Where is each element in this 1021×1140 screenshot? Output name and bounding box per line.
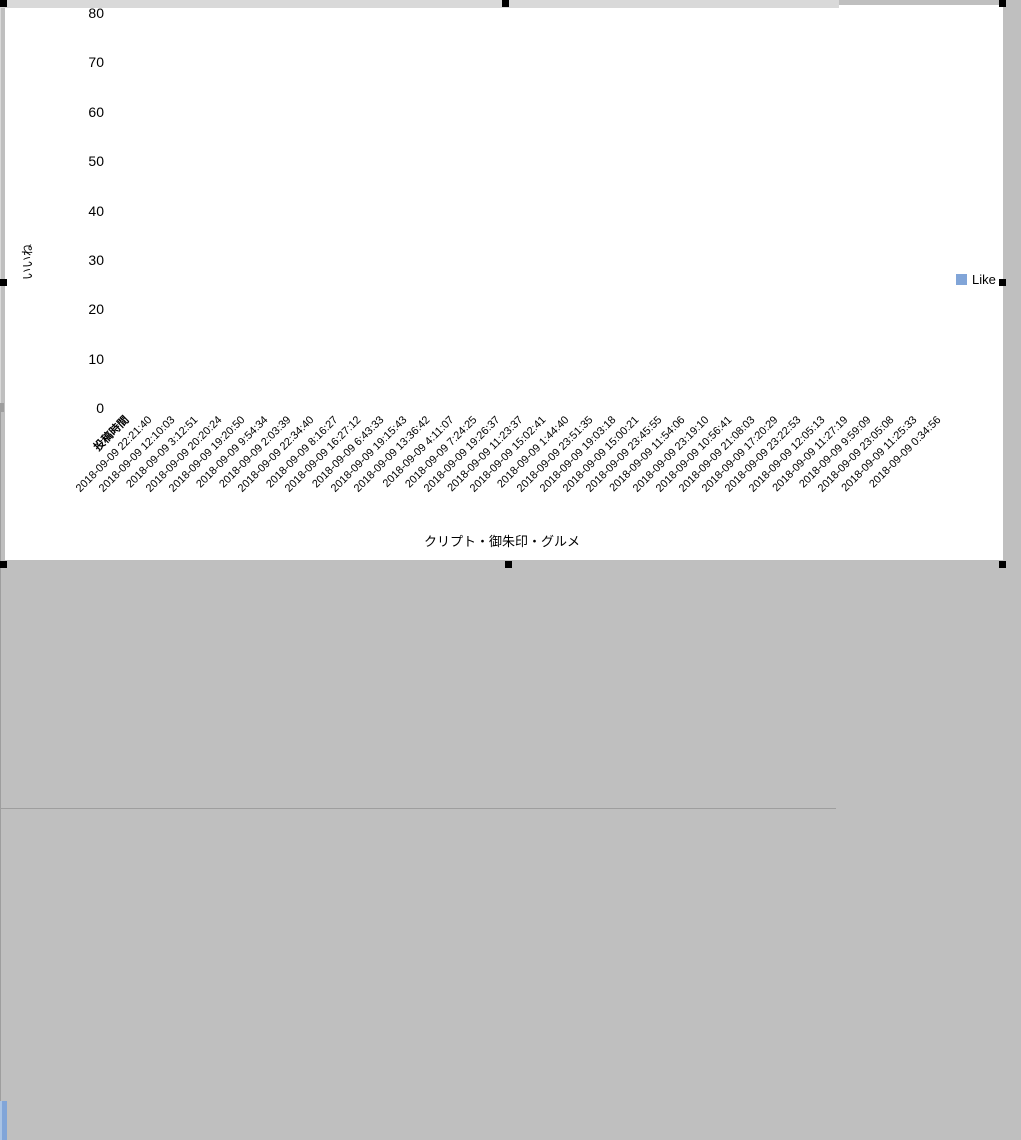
legend-label: Like [972,272,996,287]
y-axis-tick-label: 70 [88,54,104,71]
gridline [0,4,839,5]
y-tick-mark [0,407,4,408]
bar[interactable] [0,1101,7,1140]
y-axis-tick-label: 40 [88,202,104,219]
y-axis-tick-label: 10 [88,350,104,367]
y-axis-tick-label: 50 [88,153,104,170]
y-axis-tick-label: 30 [88,251,104,268]
selection-handle-middle-left[interactable] [0,279,7,286]
legend[interactable]: Like [956,272,996,287]
gridline [0,5,839,6]
gridline [0,1,839,2]
y-axis-tick-label: 20 [88,301,104,318]
y-tick-mark [0,403,4,404]
y-tick-mark [0,409,4,410]
selection-handle-top-left[interactable] [0,0,7,7]
chart-area[interactable] [5,5,1003,560]
gridline [0,3,839,4]
selection-handle-top-right[interactable] [999,0,1006,7]
selection-handle-bottom-right[interactable] [999,561,1006,568]
y-tick-mark [0,410,4,411]
y-axis-line [0,412,1,808]
y-axis-tick-label: 0 [96,400,104,416]
y-axis-tick-label: 80 [88,5,104,21]
selection-handle-top-middle[interactable] [502,0,509,7]
gridline [0,6,839,7]
gridline [0,2,839,3]
gridline [0,0,839,1]
gridline [0,7,839,8]
y-axis-title: いいね [20,243,35,281]
y-tick-mark [0,406,4,407]
y-tick-mark [0,405,4,406]
selection-handle-bottom-left[interactable] [0,561,7,568]
legend-swatch-icon [956,274,967,285]
y-axis-tick-label: 60 [88,103,104,120]
x-axis-title: クリプト・御朱印・グルメ [423,534,581,549]
y-tick-mark [0,411,4,412]
y-tick-mark [0,408,4,409]
selection-handle-bottom-middle[interactable] [505,561,512,568]
selection-handle-middle-right[interactable] [999,279,1006,286]
plot-border-right [0,8,1,403]
y-tick-mark [0,404,4,405]
x-axis-line [0,808,836,809]
